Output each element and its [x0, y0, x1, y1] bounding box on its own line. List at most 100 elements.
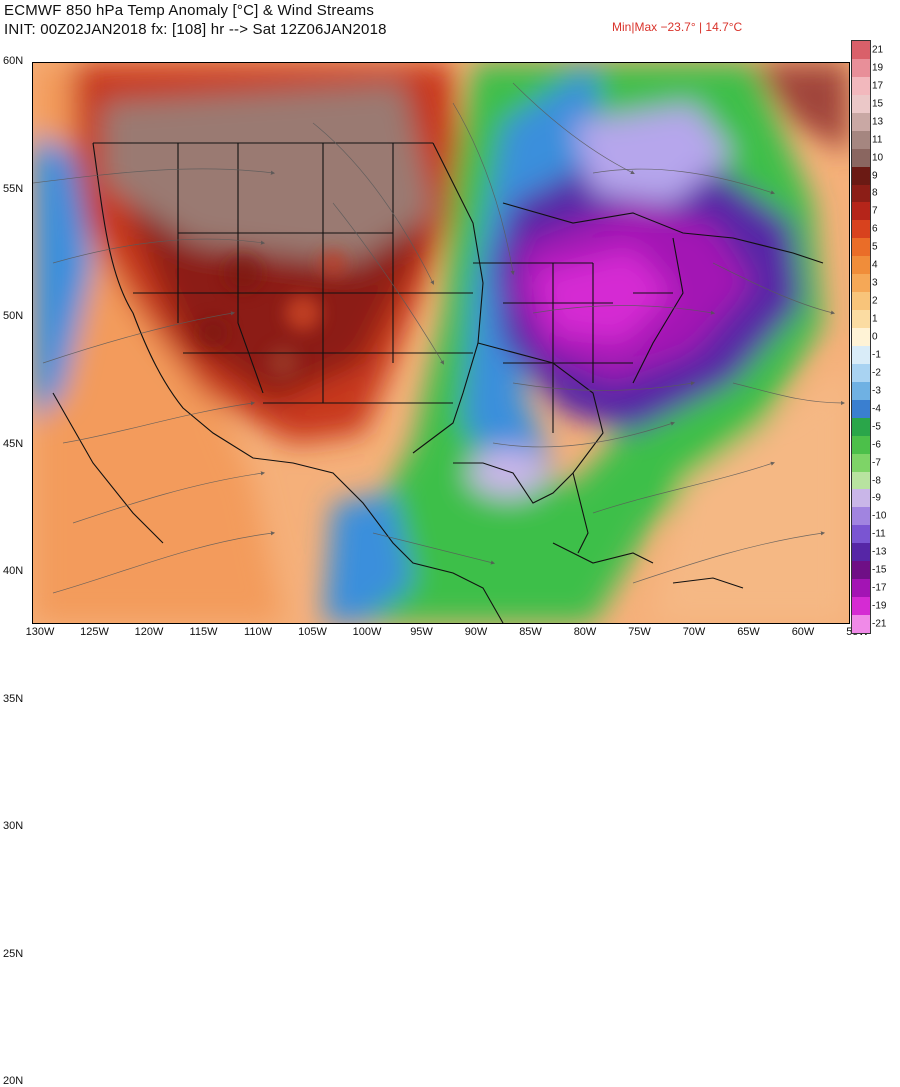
longitude-label: 75W	[628, 626, 651, 638]
colorbar-swatch	[852, 615, 870, 633]
longitude-label: 90W	[464, 626, 488, 638]
colorbar-label: 11	[872, 134, 883, 146]
colorbar-swatch	[852, 202, 870, 221]
colorbar-swatch	[852, 184, 870, 203]
colorbar-label: 1	[872, 313, 878, 325]
colorbar-label: -19	[872, 600, 887, 612]
colorbar-label: -17	[872, 582, 887, 594]
colorbar-label: 17	[872, 80, 884, 92]
colorbar-label: -8	[872, 475, 881, 486]
colorbar-label: 0	[872, 331, 878, 343]
colorbar-label: -15	[872, 564, 887, 576]
latitude-label: 60N	[3, 55, 24, 67]
longitude-label: 105W	[298, 626, 327, 638]
colorbar-swatch	[852, 274, 870, 293]
colorbar-label: 4	[872, 259, 878, 271]
longitude-label: 110W	[244, 626, 272, 638]
colorbar-swatch	[852, 399, 870, 418]
colorbar-swatch	[852, 94, 870, 113]
colorbar-swatch	[852, 525, 870, 544]
colorbar-swatch	[852, 220, 870, 239]
colorbar-label: -21	[872, 618, 887, 630]
longitude-label: 80W	[573, 626, 597, 638]
colorbar-label: 6	[872, 223, 878, 235]
colorbar-swatch	[852, 292, 870, 311]
colorbar-label: -13	[872, 546, 887, 558]
colorbar-swatch	[852, 561, 870, 580]
colorbar-swatch	[852, 76, 870, 95]
colorbar-swatch	[852, 579, 870, 598]
latitude-label: 20N	[3, 1075, 24, 1087]
colorbar-label: -2	[872, 367, 881, 379]
colorbar-swatch	[852, 41, 870, 59]
colorbar-label: -9	[872, 492, 881, 504]
anomaly-field	[33, 63, 849, 623]
colorbar-swatch	[852, 471, 870, 490]
colorbar-swatch	[852, 238, 870, 257]
colorbar-swatch	[852, 435, 870, 454]
colorbar-swatch	[852, 310, 870, 328]
colorbar-swatch	[852, 345, 870, 364]
anomaly-map	[32, 62, 850, 624]
longitude-label: 130W	[25, 626, 55, 638]
colorbar-label: 7	[872, 205, 878, 217]
latitude-label: 50N	[3, 310, 24, 322]
latitude-label: 45N	[3, 437, 24, 450]
colorbar-swatch	[852, 112, 870, 131]
map-title: ECMWF 850 hPa Temp Anomaly [°C] & Wind S…	[4, 2, 375, 19]
longitude-label: 115W	[189, 626, 218, 638]
colorbar-label: 21	[872, 44, 884, 56]
political-boundaries	[52, 142, 824, 623]
colorbar-swatch	[852, 363, 870, 382]
colorbar-label: 10	[872, 152, 884, 164]
colorbar-swatch	[852, 453, 870, 472]
colorbar-label: -10	[872, 510, 887, 522]
latitude-label: 25N	[3, 947, 24, 960]
colorbar-label: 15	[872, 98, 884, 110]
colorbar-swatch	[852, 328, 870, 346]
longitude-label: 125W	[80, 626, 109, 638]
colorbar-label: 8	[872, 187, 878, 199]
colorbar-label: -11	[872, 528, 886, 540]
colorbar-swatch	[852, 130, 870, 149]
colorbar-swatch	[852, 256, 870, 275]
colorbar-swatch	[852, 489, 870, 508]
colorbar-label: 5	[872, 241, 878, 253]
colorbar-label: -7	[872, 457, 881, 469]
colorbar-label: 13	[872, 116, 884, 128]
latitude-label: 35N	[3, 692, 24, 705]
longitude-label: 60W	[791, 626, 815, 638]
colorbar-swatch	[852, 148, 870, 167]
map-init-line: INIT: 00Z02JAN2018 fx: [108] hr --> Sat …	[4, 21, 387, 38]
latitude-label: 30N	[3, 820, 24, 832]
colorbar-swatch	[852, 166, 870, 185]
colorbar-label: 9	[872, 170, 878, 182]
latitude-label: 40N	[3, 565, 24, 577]
longitude-label: 95W	[410, 626, 433, 638]
colorbar-label: 19	[872, 62, 884, 74]
colorbar-swatch	[852, 381, 870, 400]
longitude-label: 85W	[519, 626, 542, 638]
wind-streams	[33, 82, 846, 594]
colorbar-label: -6	[872, 439, 881, 451]
colorbar-swatch	[852, 417, 870, 436]
longitude-label: 65W	[737, 626, 760, 638]
anomaly-colorbar	[851, 40, 871, 634]
latitude-label: 55N	[3, 182, 24, 195]
colorbar-label: 2	[872, 295, 878, 307]
map-canvas	[33, 63, 849, 623]
terrain-texture	[198, 249, 347, 379]
min-max-readout: Min|Max −23.7° | 14.7°C	[612, 20, 743, 34]
colorbar-swatch	[852, 507, 870, 526]
longitude-label: 100W	[352, 626, 382, 638]
colorbar-swatch	[852, 597, 870, 615]
colorbar-swatch	[852, 58, 870, 77]
longitude-label: 120W	[134, 626, 164, 638]
colorbar-label: -5	[872, 421, 881, 433]
longitude-label: 70W	[682, 626, 706, 638]
colorbar-swatch	[852, 543, 870, 562]
colorbar-label: -1	[872, 349, 881, 361]
colorbar-label: 3	[872, 277, 878, 289]
colorbar-label: -4	[872, 403, 881, 415]
colorbar-label: -3	[872, 385, 881, 397]
